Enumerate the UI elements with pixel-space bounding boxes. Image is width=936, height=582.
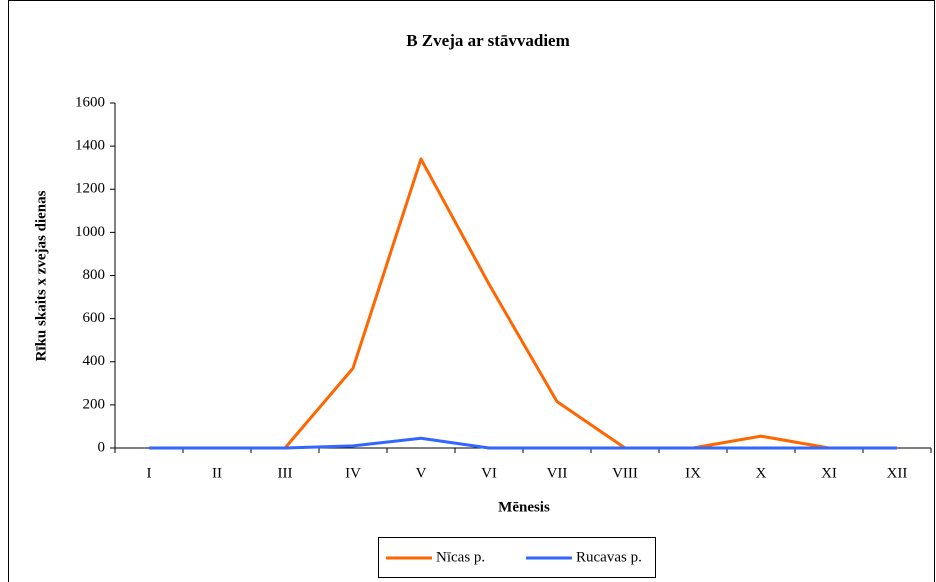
x-tick-label: X	[756, 465, 767, 481]
y-tick-label: 1200	[75, 181, 105, 197]
chart-frame	[8, 0, 935, 582]
x-tick-label: IV	[345, 465, 361, 481]
series-line	[149, 436, 897, 450]
legend-label: Rucavas p.	[576, 549, 642, 565]
x-axis-label: Mēnesis	[498, 499, 550, 515]
legend-label: Nīcas p.	[436, 549, 485, 565]
y-tick-label: 800	[83, 267, 106, 283]
y-tick-label: 1000	[75, 224, 105, 240]
x-tick-label: XII	[887, 465, 908, 481]
x-tick-label: VII	[547, 465, 568, 481]
y-tick-label: 400	[83, 353, 106, 369]
y-tick-label: 600	[83, 310, 106, 326]
chart-title: B Zveja ar stāvvadiem	[406, 31, 570, 50]
x-tick-label: V	[416, 465, 427, 481]
y-tick-label: 1400	[75, 138, 105, 154]
x-tick-label: II	[212, 465, 222, 481]
y-tick-label: 1600	[75, 94, 105, 110]
x-tick-label: IX	[685, 465, 701, 481]
x-tick-label: I	[147, 465, 152, 481]
y-axis-label: Rīku skaits x zvejas dienas	[33, 190, 49, 361]
y-tick-label: 0	[98, 439, 106, 455]
x-tick-label: III	[278, 465, 293, 481]
x-tick-label: XI	[821, 465, 837, 481]
y-tick-label: 200	[83, 396, 106, 412]
x-tick-label: VIII	[612, 465, 638, 481]
x-tick-label: VI	[481, 465, 497, 481]
